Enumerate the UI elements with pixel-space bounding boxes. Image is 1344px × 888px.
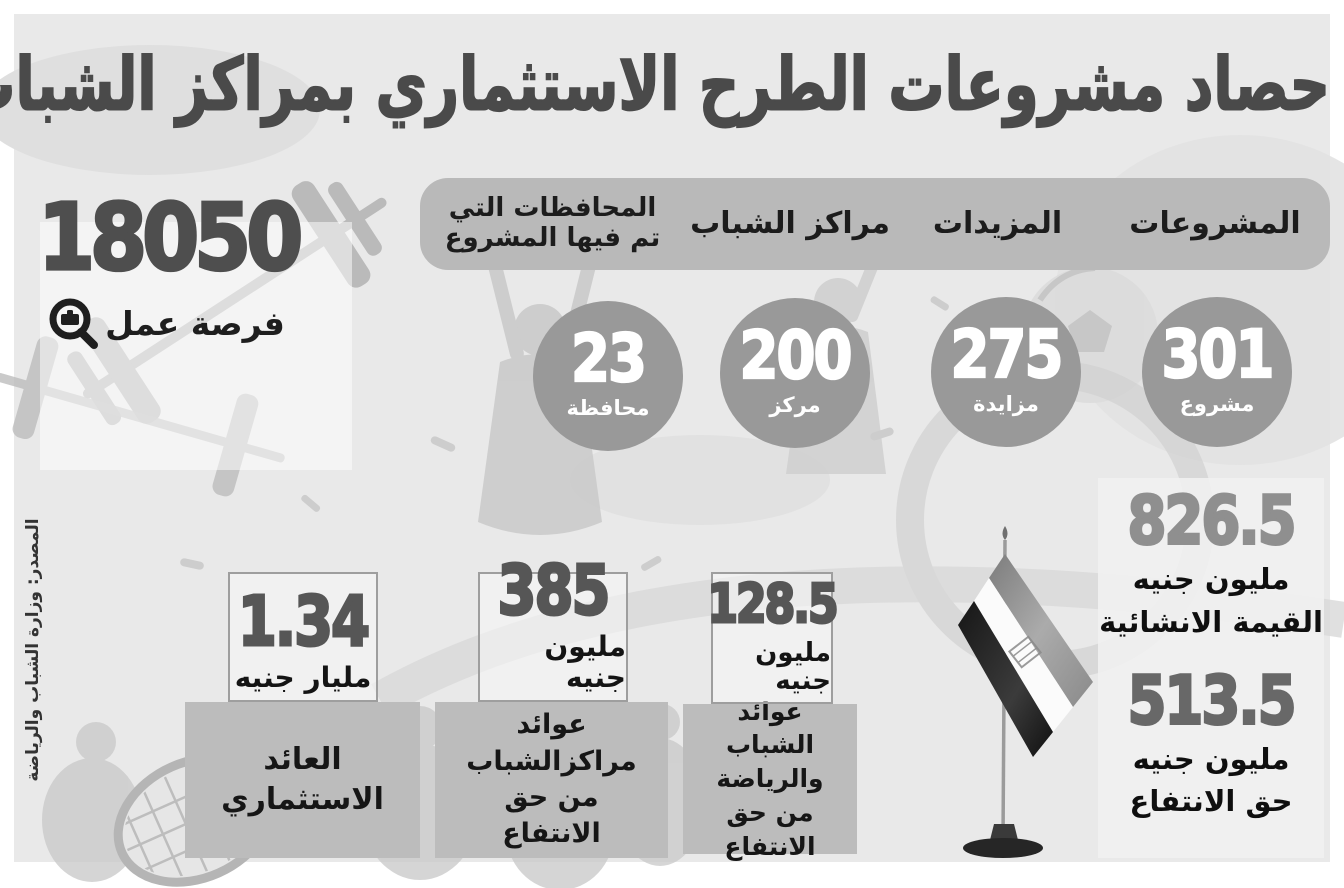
usufruct-right-stat: 513.5 مليون جنيه حق الانتفاع (1126, 666, 1298, 820)
stat-circle-governorates: 23 محافظة (533, 301, 683, 451)
stat-value: 513.5 (1126, 661, 1298, 740)
stat-circle-unit: محافظة (566, 396, 650, 420)
source-credit: المصدر: وزارة الشباب والرياضة (23, 518, 43, 782)
stat-circle-unit: مركز (769, 393, 821, 417)
page-title: حصاد مشروعات الطرح الاستثماري بمراكز الش… (0, 43, 1331, 128)
header-col-youth-centers: مراكز الشباب (690, 205, 890, 241)
stat-circle-value: 301 (1161, 317, 1276, 394)
stat-circle-value: 275 (950, 317, 1065, 394)
money-value: 385 (496, 552, 611, 632)
money-label-box-investment-return: العائد الاستثماري (185, 702, 420, 858)
money-label-box-ministry-returns: عوائد الشباب والرياضة من حق الانتفاع (683, 697, 857, 861)
job-search-magnifier-icon (49, 298, 99, 349)
stat-circle-value: 200 (739, 318, 854, 395)
money-value-box-youth-center-returns: 385 مليون جنيه (478, 556, 628, 702)
money-unit: مليون جنيه (755, 637, 831, 697)
money-label-box-youth-center-returns: عوائد مراكزالشباب من حق الانتفاع (435, 702, 668, 858)
header-col-projects: المشروعات (1129, 205, 1301, 241)
money-unit: مليون جنيه (544, 630, 626, 695)
header-col-governorates: المحافظات التي تم فيها المشروع (444, 193, 661, 253)
flag-base (963, 838, 1043, 858)
stat-circle-projects: 301 مشروع (1142, 297, 1292, 447)
stat-unit: مليون جنيه (1132, 741, 1290, 776)
stat-circle-unit: مزايدة (973, 392, 1039, 416)
jobs-label: فرصة عمل (105, 303, 285, 343)
stat-unit: مليون جنيه (1132, 562, 1290, 596)
category-header-bar: المشروعات المزيدات مراكز الشباب المحافظا… (420, 178, 1330, 270)
stat-circle-unit: مشروع (1179, 392, 1255, 416)
money-unit: مليار جنيه (234, 661, 372, 695)
construction-value-stat: 826.5 مليون جنيه القيمة الانشائية (1099, 486, 1323, 640)
stat-label: حق الانتفاع (1129, 784, 1293, 819)
money-value: 1.34 (237, 582, 372, 663)
header-col-auctions: المزيدات (932, 205, 1063, 241)
jobs-caption: فرصة عمل (38, 296, 294, 350)
jobs-stat: 18050 فرصة عمل (37, 191, 305, 350)
jobs-count-value: 18050 (37, 185, 305, 292)
money-value-box-ministry-returns: 128.5 مليون جنيه (706, 572, 840, 704)
stat-circle-youth-centers: 200 مركز (720, 298, 870, 448)
money-value: 128.5 (706, 573, 840, 636)
stat-circle-auctions: 275 مزايدة (931, 297, 1081, 447)
money-value-box-investment-return: 1.34 مليار جنيه (228, 572, 378, 702)
stat-value: 826.5 (1126, 482, 1298, 561)
stat-circle-value: 23 (570, 321, 648, 398)
flag-finial (1002, 526, 1008, 540)
egypt-desk-flag (958, 526, 1093, 858)
stat-label: القيمة الانشائية (1099, 604, 1323, 639)
right-stats-panel: 826.5 مليون جنيه القيمة الانشائية 513.5 … (1098, 478, 1324, 858)
